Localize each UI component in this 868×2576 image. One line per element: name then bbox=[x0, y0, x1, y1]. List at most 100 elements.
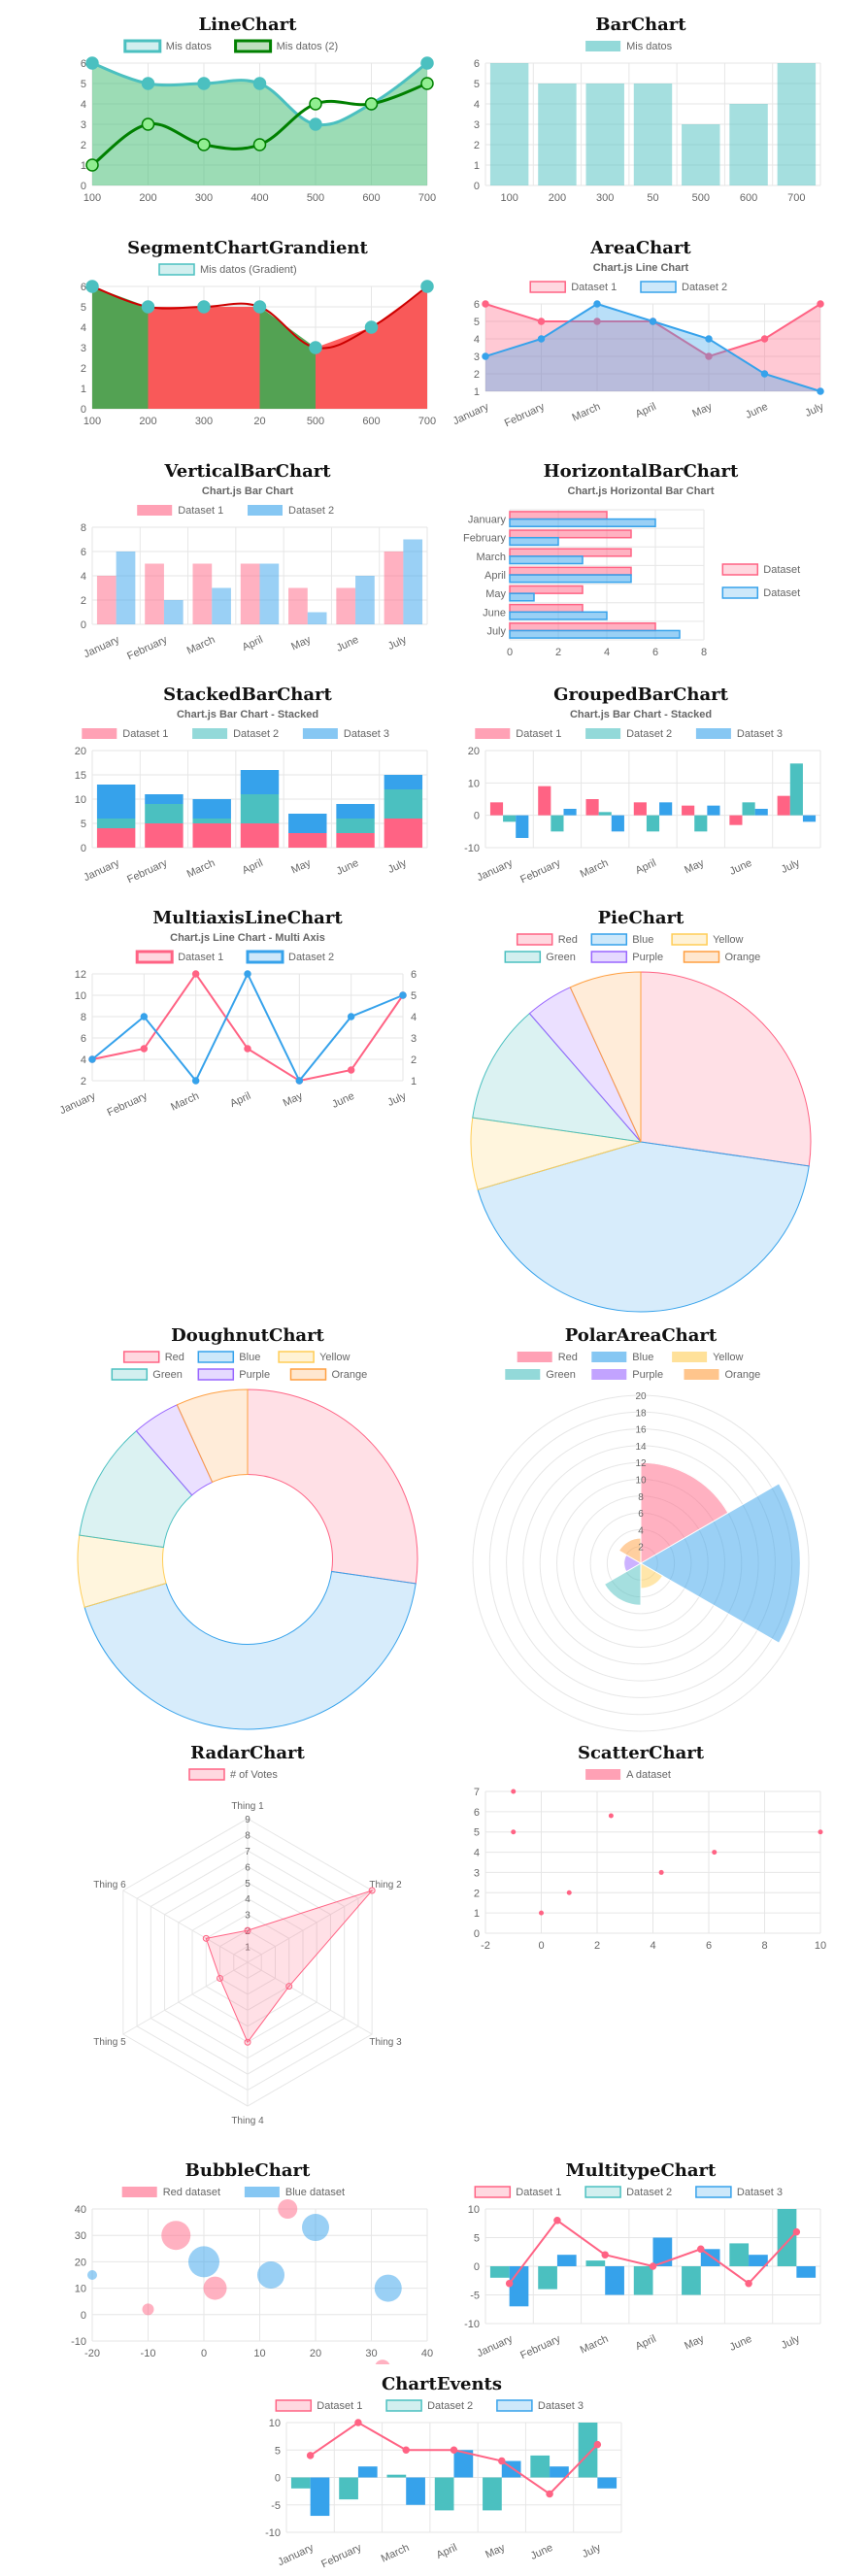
legend-swatch[interactable] bbox=[590, 933, 628, 946]
series-point[interactable] bbox=[537, 335, 546, 343]
bar[interactable] bbox=[240, 794, 280, 823]
bar[interactable] bbox=[240, 823, 280, 848]
bar[interactable] bbox=[509, 585, 584, 594]
bar[interactable] bbox=[336, 587, 356, 625]
legend-swatch[interactable] bbox=[517, 1352, 552, 1362]
bar[interactable] bbox=[633, 2266, 653, 2295]
legend-swatch[interactable] bbox=[671, 933, 708, 946]
bar[interactable] bbox=[453, 2450, 474, 2478]
bar[interactable] bbox=[707, 805, 720, 816]
bar[interactable] bbox=[509, 536, 559, 547]
legend-swatch[interactable] bbox=[137, 505, 173, 516]
legend-swatch[interactable] bbox=[516, 933, 553, 946]
bar[interactable] bbox=[777, 2209, 797, 2266]
series-point[interactable] bbox=[141, 77, 155, 90]
slice-blue[interactable] bbox=[83, 1570, 417, 1730]
series-point[interactable] bbox=[306, 2452, 315, 2459]
legend-swatch[interactable] bbox=[529, 281, 566, 293]
scatter-point[interactable] bbox=[712, 1850, 718, 1856]
bar[interactable] bbox=[509, 592, 535, 602]
legend-swatch[interactable] bbox=[505, 1369, 541, 1380]
legend-swatch[interactable] bbox=[591, 1352, 627, 1362]
bar[interactable] bbox=[336, 833, 375, 848]
bar[interactable] bbox=[659, 802, 673, 816]
legend-swatch[interactable] bbox=[684, 1369, 719, 1380]
bar[interactable] bbox=[336, 804, 375, 819]
series-point[interactable] bbox=[792, 2227, 801, 2236]
series-point[interactable] bbox=[482, 300, 489, 308]
bar[interactable] bbox=[489, 63, 529, 185]
series-point[interactable] bbox=[649, 318, 657, 325]
series-point[interactable] bbox=[498, 2457, 506, 2465]
bar[interactable] bbox=[538, 84, 577, 185]
slice-red[interactable] bbox=[640, 971, 812, 1167]
series-point[interactable] bbox=[141, 117, 155, 131]
legend-swatch[interactable] bbox=[672, 1352, 708, 1362]
radar-point[interactable] bbox=[285, 1983, 293, 1991]
bar[interactable] bbox=[336, 819, 375, 833]
series-point[interactable] bbox=[649, 2262, 657, 2270]
legend-swatch[interactable] bbox=[591, 1369, 627, 1380]
legend-swatch[interactable] bbox=[302, 728, 338, 739]
bar[interactable] bbox=[116, 552, 136, 624]
series-point[interactable] bbox=[399, 991, 407, 999]
legend-swatch[interactable] bbox=[197, 1351, 235, 1363]
bar[interactable] bbox=[509, 574, 632, 584]
bar[interactable] bbox=[585, 2260, 606, 2266]
bar[interactable] bbox=[307, 612, 327, 625]
legend-swatch[interactable] bbox=[385, 2399, 422, 2412]
slice-blue[interactable] bbox=[477, 1141, 810, 1313]
series-point[interactable] bbox=[364, 320, 379, 334]
bar[interactable] bbox=[357, 2466, 378, 2478]
series-point[interactable] bbox=[402, 2446, 410, 2454]
bar[interactable] bbox=[192, 819, 231, 823]
bar[interactable] bbox=[192, 823, 231, 848]
bar[interactable] bbox=[386, 2474, 407, 2478]
series-point[interactable] bbox=[745, 2279, 752, 2288]
legend-swatch[interactable] bbox=[121, 2187, 157, 2197]
scatter-point[interactable] bbox=[818, 1829, 823, 1835]
bubble-point[interactable] bbox=[302, 2214, 329, 2242]
bar[interactable] bbox=[96, 576, 117, 624]
slice-orange[interactable] bbox=[176, 1388, 249, 1484]
legend-swatch[interactable] bbox=[82, 728, 117, 739]
bar[interactable] bbox=[530, 2455, 551, 2478]
series-point[interactable] bbox=[141, 300, 155, 314]
series-point[interactable] bbox=[593, 300, 601, 308]
scatter-point[interactable] bbox=[511, 1829, 517, 1835]
bar[interactable] bbox=[652, 2237, 673, 2267]
series-point[interactable] bbox=[140, 1045, 149, 1053]
slice-red[interactable] bbox=[247, 1388, 418, 1585]
radar-point[interactable] bbox=[202, 1934, 210, 1942]
bar[interactable] bbox=[145, 823, 184, 848]
series-point[interactable] bbox=[705, 352, 713, 360]
bar[interactable] bbox=[384, 775, 423, 789]
radar-point[interactable] bbox=[244, 1926, 251, 1934]
bubble-point[interactable] bbox=[374, 2274, 402, 2302]
legend-swatch[interactable] bbox=[683, 951, 720, 963]
bar[interactable] bbox=[538, 786, 551, 816]
series-point[interactable] bbox=[705, 335, 713, 343]
bar[interactable] bbox=[777, 795, 790, 816]
bar[interactable] bbox=[406, 2477, 425, 2505]
legend-swatch[interactable] bbox=[248, 505, 283, 516]
bar[interactable] bbox=[489, 2266, 510, 2278]
bar[interactable] bbox=[434, 2477, 454, 2511]
bar[interactable] bbox=[682, 2266, 701, 2295]
polar-segment-orange[interactable] bbox=[618, 1537, 642, 1564]
legend-swatch[interactable] bbox=[584, 2186, 621, 2198]
bubble-point[interactable] bbox=[142, 2303, 154, 2316]
slice-orange[interactable] bbox=[569, 971, 642, 1143]
series-point[interactable] bbox=[197, 138, 211, 151]
bar[interactable] bbox=[355, 576, 375, 624]
polar-segment-blue[interactable] bbox=[640, 1483, 801, 1644]
bubble-point[interactable] bbox=[375, 2359, 390, 2364]
bar[interactable] bbox=[240, 770, 280, 794]
series-point[interactable] bbox=[354, 2419, 362, 2426]
bar[interactable] bbox=[509, 511, 608, 520]
bar[interactable] bbox=[509, 529, 632, 539]
bubble-point[interactable] bbox=[278, 2199, 298, 2219]
bar[interactable] bbox=[403, 539, 423, 625]
series-point[interactable] bbox=[244, 1045, 251, 1053]
bar[interactable] bbox=[212, 587, 231, 625]
